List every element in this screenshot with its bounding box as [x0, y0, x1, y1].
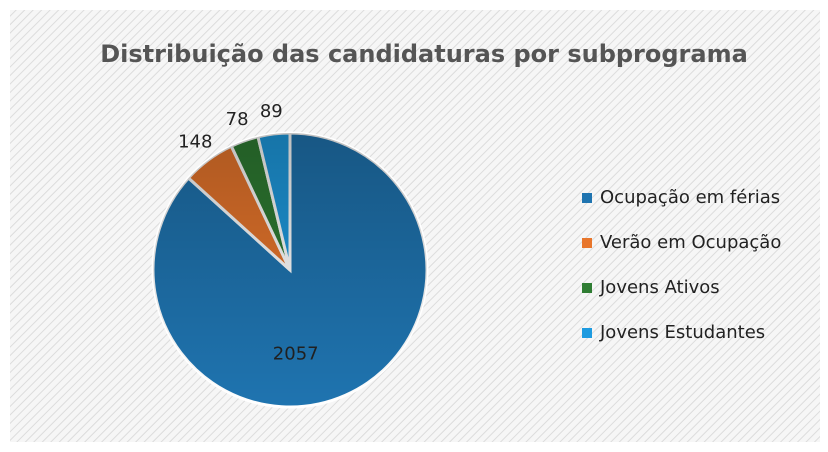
legend-label: Jovens Estudantes [599, 322, 765, 343]
chart-title: Distribuição das candidaturas por subpro… [100, 40, 748, 68]
data-label: 148 [178, 131, 212, 152]
legend-swatch [582, 283, 592, 293]
legend-swatch [582, 328, 592, 338]
legend-label: Verão em Ocupação [600, 232, 781, 253]
data-label: 89 [260, 101, 283, 122]
legend-swatch [582, 238, 592, 248]
legend-label: Jovens Ativos [599, 277, 720, 298]
data-label: 2057 [273, 344, 319, 365]
legend-swatch [582, 193, 592, 203]
data-label: 78 [226, 109, 249, 130]
legend-label: Ocupação em férias [600, 187, 780, 208]
